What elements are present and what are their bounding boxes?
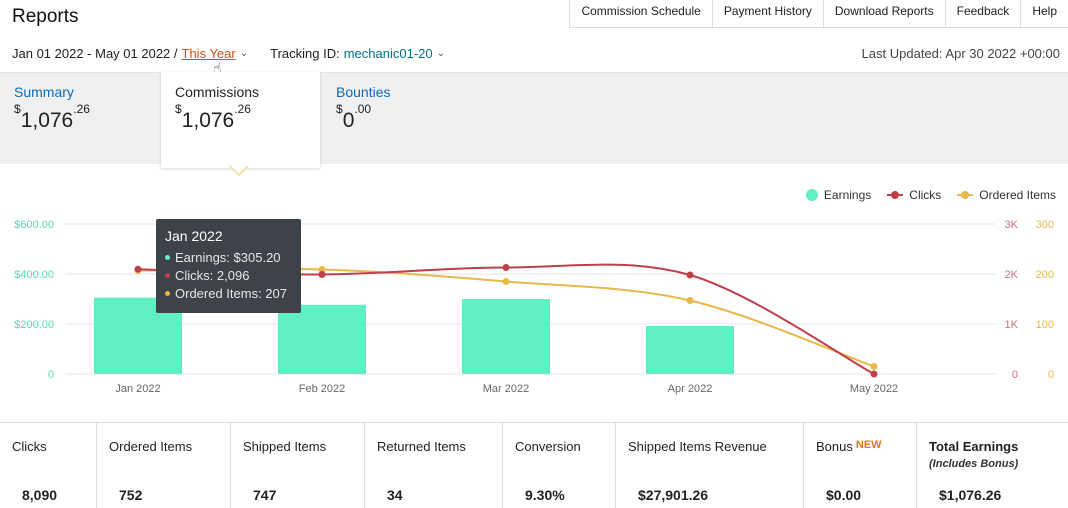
stat-label: Total Earnings	[929, 439, 1019, 454]
download-reports-link[interactable]: Download Reports	[822, 0, 945, 28]
stat-label: Shipped Items Revenue	[628, 439, 767, 454]
y-tick-label-clicks: 2K	[1005, 269, 1019, 281]
ordered-items-point	[502, 278, 510, 285]
stat-value: 747	[253, 487, 277, 503]
legend-label: Earnings	[823, 188, 872, 202]
ordered-items-point	[686, 297, 694, 304]
stat-sublabel: (Includes Bonus)	[929, 458, 1019, 470]
legend-earnings[interactable]: Earnings	[805, 188, 872, 202]
tab-value: $1,076.26	[14, 102, 90, 132]
page-title: Reports	[12, 6, 79, 27]
y-tick-label-ordered: 300	[1036, 219, 1054, 231]
stat-label: Bonus NEW	[816, 439, 882, 454]
tooltip-ordered: Ordered Items: 207	[165, 286, 292, 301]
stat-clicks: Clicks 8,090	[0, 423, 97, 508]
chevron-down-icon[interactable]: ⌄	[436, 48, 445, 59]
tab-pointer-inner	[231, 166, 247, 174]
ordered-swatch	[957, 190, 974, 200]
tooltip-earnings: Earnings: $305.20	[165, 250, 292, 265]
stat-value: 8,090	[22, 487, 58, 503]
stat-total-earnings: Total Earnings (Includes Bonus) $1,076.2…	[917, 423, 1068, 508]
tooltip-clicks: Clicks: 2,096	[165, 268, 292, 283]
tracking-id-dropdown[interactable]: mechanic01-20	[343, 46, 433, 61]
stat-value: $1,076.26	[939, 487, 1002, 503]
commission-schedule-link[interactable]: Commission Schedule	[569, 0, 711, 28]
help-link[interactable]: Help	[1020, 0, 1068, 28]
tab-label: Commissions	[175, 84, 260, 100]
ordered-items-point	[870, 363, 878, 370]
stat-shipped-items: Shipped Items 747	[231, 423, 365, 508]
y-tick-label-clicks: 0	[1012, 369, 1018, 381]
clicks-point	[318, 271, 326, 278]
payment-history-link[interactable]: Payment History	[711, 0, 823, 28]
earnings-swatch	[805, 189, 818, 201]
earnings-bar	[278, 304, 366, 374]
tab-value: $0.00	[336, 102, 372, 132]
stat-label: Conversion	[515, 439, 581, 454]
stat-returned-items: Returned Items 34	[365, 423, 503, 508]
y-tick-label-left: $400.00	[14, 269, 54, 281]
clicks-point	[686, 271, 694, 279]
last-updated-text: Last Updated: Apr 30 2022 +00:00	[861, 46, 1060, 61]
earnings-bar	[462, 299, 550, 374]
y-tick-label-left: $200.00	[14, 319, 54, 331]
stat-bonus: Bonus NEW $0.00	[804, 423, 917, 508]
earnings-bar	[646, 326, 734, 374]
y-tick-label-clicks: 1K	[1005, 319, 1019, 331]
tab-bounties[interactable]: Bounties $0.00	[322, 72, 482, 164]
y-tick-label-clicks: 3K	[1005, 219, 1019, 231]
tab-summary[interactable]: Summary $1,076.26	[0, 72, 160, 164]
stat-conversion: Conversion 9.30%	[503, 423, 616, 508]
new-badge: NEW	[855, 439, 882, 451]
legend-clicks[interactable]: Clicks	[887, 188, 941, 202]
stat-value: 752	[119, 487, 143, 503]
chart-tooltip: Jan 2022 Earnings: $305.20 Clicks: 2,096…	[156, 219, 301, 313]
legend-label: Clicks	[909, 188, 942, 202]
x-tick-label: Jan 2022	[115, 383, 160, 395]
stat-value: 9.30%	[525, 487, 565, 503]
legend-ordered-items[interactable]: Ordered Items	[957, 188, 1056, 202]
stat-value: $0.00	[826, 487, 862, 503]
period-dropdown[interactable]: This Year	[181, 46, 236, 61]
tracking-id-label: Tracking ID:	[270, 46, 340, 61]
chart-legend: Earnings Clicks Ordered Items	[790, 188, 1056, 202]
date-range-text: Jan 01 2022 - May 01 2022 /	[12, 46, 178, 61]
clicks-point	[134, 265, 142, 273]
tab-label: Summary	[14, 84, 74, 100]
hand-cursor-icon: ☝	[213, 60, 222, 76]
stat-ordered-items: Ordered Items 752	[97, 423, 231, 508]
tooltip-title: Jan 2022	[165, 228, 223, 244]
x-tick-label: May 2022	[850, 383, 898, 395]
x-tick-label: Feb 2022	[299, 383, 345, 395]
clicks-point	[870, 370, 878, 378]
filter-row: Jan 01 2022 - May 01 2022 / This Year ⌄ …	[12, 46, 445, 61]
y-tick-label-ordered: 0	[1048, 369, 1054, 381]
stat-shipped-revenue: Shipped Items Revenue $27,901.26	[616, 423, 804, 508]
tab-value: $1,076.26	[175, 102, 251, 132]
y-tick-label-ordered: 200	[1036, 269, 1054, 281]
stat-label: Clicks	[12, 439, 47, 454]
tab-label: Bounties	[336, 84, 391, 100]
legend-label: Ordered Items	[979, 188, 1056, 202]
stats-row: Clicks 8,090 Ordered Items 752 Shipped I…	[0, 422, 1068, 508]
stat-value: 34	[387, 487, 403, 503]
y-tick-label-ordered: 100	[1036, 319, 1054, 331]
stat-value: $27,901.26	[638, 487, 709, 503]
feedback-link[interactable]: Feedback	[944, 0, 1021, 28]
ordered-items-point	[318, 266, 326, 273]
earnings-chart: 0 $200.00 $400.00 $600.00 0 1K 2K 3K 0 100 200 300 J…	[14, 219, 1054, 395]
tab-commissions[interactable]: Commissions $1,076.26	[161, 72, 320, 168]
chevron-down-icon[interactable]: ⌄	[239, 48, 249, 59]
x-tick-label: Mar 2022	[483, 383, 529, 395]
clicks-point	[502, 264, 510, 271]
top-nav: Commission Schedule Payment History Down…	[569, 0, 1068, 28]
stat-label: Shipped Items	[243, 439, 327, 454]
stat-label: Ordered Items	[109, 439, 193, 454]
y-tick-label-left: 0	[48, 369, 54, 381]
clicks-swatch	[887, 190, 904, 200]
y-tick-label-left: $600.00	[14, 219, 54, 231]
stat-label: Returned Items	[377, 439, 466, 454]
x-tick-label: Apr 2022	[668, 383, 713, 395]
